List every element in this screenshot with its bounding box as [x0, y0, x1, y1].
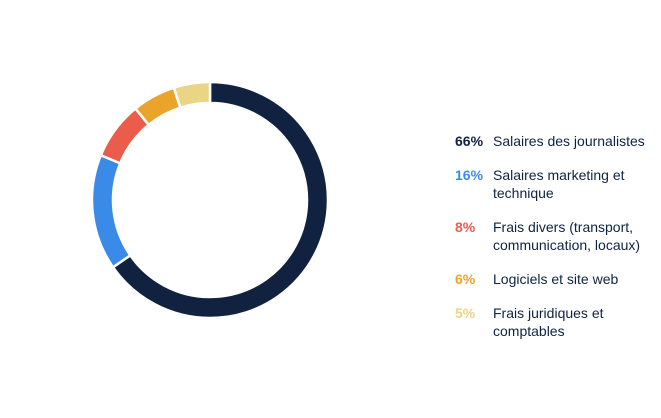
legend-label: Salaires des journalistes [493, 133, 645, 149]
legend-percent: 16% [455, 167, 484, 183]
donut-slice [172, 80, 212, 109]
legend-percent: 6% [455, 271, 476, 287]
donut-slice [111, 80, 330, 320]
legend-item: 5% Frais juridiques et comptables [455, 304, 660, 340]
legend-label: Frais divers (transport, communication, … [493, 219, 641, 253]
legend-percent: 8% [455, 219, 476, 235]
donut-slice [90, 154, 132, 269]
legend-item: 16% Salaires marketing et technique [455, 166, 660, 202]
legend-label: Frais juridiques et comptables [493, 305, 604, 339]
legend-label: Salaires marketing et technique [493, 167, 625, 201]
legend-label: Logiciels et site web [493, 271, 619, 287]
donut-chart-svg [90, 80, 330, 320]
legend-item: 66% Salaires des journalistes [455, 132, 660, 150]
legend-item: 8% Frais divers (transport, communicatio… [455, 218, 660, 254]
chart-legend: 66% Salaires des journalistes 16% Salair… [455, 132, 660, 356]
legend-percent: 5% [455, 305, 476, 321]
legend-percent: 66% [455, 133, 484, 149]
legend-item: 6% Logiciels et site web [455, 270, 660, 288]
donut-chart [80, 70, 340, 330]
